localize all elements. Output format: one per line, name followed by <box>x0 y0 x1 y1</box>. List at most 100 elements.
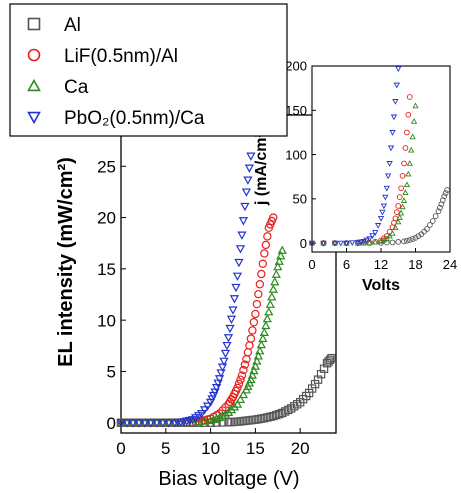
data-point <box>245 341 254 350</box>
data-point <box>243 348 253 357</box>
data-point <box>134 419 144 428</box>
data-point <box>231 283 241 293</box>
data-point <box>429 218 436 224</box>
series-2 <box>116 245 287 427</box>
data-point <box>128 419 138 428</box>
data-point <box>249 318 259 327</box>
data-point <box>233 383 242 393</box>
data-point <box>387 145 395 152</box>
data-point <box>252 356 262 365</box>
legend-item: LiF(0.5nm)/Al <box>27 46 178 67</box>
y-tick-label: 5 <box>107 363 116 382</box>
series-3 <box>308 66 402 247</box>
data-point <box>234 379 244 388</box>
data-point <box>424 226 430 232</box>
data-point <box>410 118 418 124</box>
data-point <box>219 357 229 367</box>
main-y-axis-label: EL intensity (mW/cm²) <box>55 157 77 367</box>
data-point <box>412 234 419 241</box>
data-point <box>268 284 278 293</box>
x-tick-label: 18 <box>408 257 422 272</box>
x-tick-label: 5 <box>161 439 170 458</box>
data-point <box>269 411 278 421</box>
data-point <box>395 66 402 72</box>
legend-box <box>9 3 288 137</box>
data-point <box>255 346 265 355</box>
data-point <box>386 232 393 239</box>
data-point <box>205 415 216 425</box>
data-point <box>240 202 250 212</box>
data-point <box>263 413 272 422</box>
data-point <box>116 419 126 428</box>
data-point <box>269 213 278 222</box>
data-point <box>405 111 412 118</box>
y-tick-label: 0 <box>107 414 116 433</box>
data-point <box>409 133 416 140</box>
y-tick-label: 15 <box>97 260 116 279</box>
main-x-axis-label: Bias voltage (V) <box>158 468 299 490</box>
data-point <box>377 215 385 222</box>
data-point <box>248 326 257 335</box>
data-point <box>243 176 253 185</box>
data-point <box>241 188 252 197</box>
data-point <box>363 237 370 244</box>
data-point <box>240 360 250 369</box>
data-point <box>437 204 443 211</box>
data-point <box>427 222 433 228</box>
data-point <box>238 217 249 226</box>
inset-y-axis-label: j (mA/cm²) <box>253 127 270 206</box>
legend-label: Al <box>64 15 81 36</box>
data-point <box>400 197 408 203</box>
data-point <box>406 160 413 166</box>
x-tick-label: 6 <box>343 257 350 272</box>
data-point <box>292 400 302 409</box>
data-point <box>366 236 373 243</box>
data-point <box>250 361 260 370</box>
data-point <box>211 413 222 423</box>
data-point <box>320 240 327 247</box>
data-point <box>214 375 225 384</box>
data-point <box>229 295 240 304</box>
data-point <box>239 365 248 375</box>
data-point <box>199 416 210 425</box>
data-point <box>337 240 344 247</box>
data-point <box>261 320 271 330</box>
data-point <box>372 238 379 245</box>
data-point <box>263 232 272 241</box>
data-point <box>272 410 281 420</box>
data-point <box>253 351 263 360</box>
data-point <box>349 240 356 247</box>
data-point <box>385 173 392 180</box>
data-point <box>435 208 442 215</box>
data-point <box>267 292 277 301</box>
data-point <box>225 324 235 334</box>
series-3 <box>116 152 256 428</box>
data-point <box>270 277 280 286</box>
data-point <box>197 410 207 419</box>
data-point <box>402 189 409 196</box>
data-point <box>343 240 350 247</box>
data-point <box>389 239 396 246</box>
data-point <box>199 406 210 415</box>
y-tick-label: 25 <box>97 157 116 176</box>
data-point <box>252 299 262 309</box>
data-point <box>274 256 284 265</box>
data-point <box>442 190 449 196</box>
x-tick-label: 15 <box>246 439 265 458</box>
data-point <box>395 239 402 245</box>
y-tick-label: 0 <box>300 236 307 251</box>
data-point <box>404 237 410 244</box>
data-point <box>258 259 268 268</box>
data-point <box>380 203 388 210</box>
data-point <box>395 203 402 209</box>
data-point <box>271 269 281 278</box>
legend: Al LiF(0.5nm)/Al Ca PbO₂(0.5nm)/Ca <box>9 3 288 137</box>
data-point <box>246 374 256 384</box>
data-point <box>415 233 422 239</box>
data-point <box>232 399 243 408</box>
legend-label: LiF(0.5nm)/Al <box>64 46 178 67</box>
main-series <box>116 152 336 428</box>
data-point <box>399 203 406 210</box>
data-point <box>354 239 362 246</box>
